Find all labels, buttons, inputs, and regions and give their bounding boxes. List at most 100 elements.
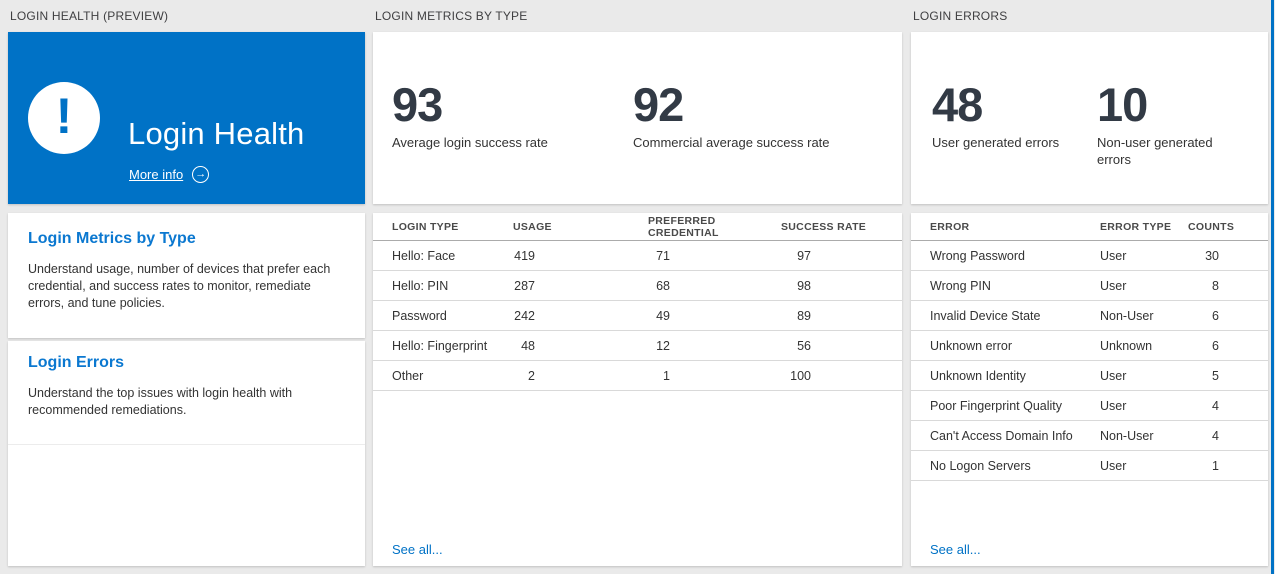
- login-health-section-header: LOGIN HEALTH (PREVIEW): [10, 8, 169, 23]
- cell-usage: 242: [514, 308, 535, 323]
- login-health-hero-tile[interactable]: ! Login Health More info →: [8, 32, 365, 204]
- cell-error: Poor Fingerprint Quality: [930, 398, 1063, 413]
- metric-label: Average login success rate: [392, 135, 548, 151]
- cell-usage: 287: [514, 278, 535, 293]
- cell-usage: 2: [528, 368, 535, 383]
- cell-preferred-credential: 71: [656, 248, 670, 263]
- cell-login-type: Hello: Fingerprint: [392, 338, 488, 353]
- section-title[interactable]: Login Errors: [28, 354, 125, 371]
- user-generated-errors-metric: 48 User generated errors: [932, 78, 1059, 151]
- login-errors-item[interactable]: Login Errors Understand the top issues w…: [8, 341, 365, 566]
- arrow-right-icon[interactable]: →: [192, 166, 210, 183]
- table-row: Hello: Face 419 71 97: [373, 241, 902, 271]
- cell-counts: 4: [1212, 428, 1219, 443]
- commercial-avg-success-metric: 92 Commercial average success rate: [633, 78, 830, 151]
- table-row: Wrong PIN User 8: [911, 271, 1268, 301]
- cell-preferred-credential: 12: [656, 338, 670, 353]
- cell-preferred-credential: 1: [663, 368, 670, 383]
- section-description: Understand the top issues with login hea…: [28, 386, 293, 417]
- next-blade-edge-accent: [1271, 0, 1274, 574]
- cell-counts: 6: [1212, 308, 1219, 323]
- metric-label: Commercial average success rate: [633, 135, 830, 151]
- table-header-row: LOGIN TYPE USAGE PREFERRED CREDENTIAL SU…: [373, 213, 902, 241]
- table-row: Password 242 49 89: [373, 301, 902, 331]
- cell-login-type: Other: [392, 368, 424, 383]
- section-description: Understand usage, number of devices that…: [28, 262, 331, 310]
- column-header-success-rate: SUCCESS RATE: [781, 220, 867, 233]
- table-header-row: ERROR ERROR TYPE COUNTS: [911, 213, 1268, 241]
- cell-error: Wrong PIN: [930, 278, 991, 293]
- cell-preferred-credential: 68: [656, 278, 670, 293]
- login-metrics-section-header: LOGIN METRICS BY TYPE: [375, 8, 528, 23]
- cell-login-type: Hello: Face: [392, 248, 456, 263]
- cell-counts: 6: [1212, 338, 1219, 353]
- metric-label: User generated errors: [932, 135, 1060, 151]
- cell-error-type: User: [1100, 398, 1127, 413]
- metric-label: Non-user generated errors: [1097, 135, 1213, 168]
- cell-success-rate: 100: [790, 368, 811, 383]
- login-metrics-by-type-item[interactable]: Login Metrics by Type Understand usage, …: [8, 213, 365, 338]
- section-title[interactable]: Login Metrics by Type: [28, 230, 196, 247]
- see-all-link[interactable]: See all...: [392, 542, 443, 557]
- cell-error: Wrong Password: [930, 248, 1025, 263]
- alert-exclamation-icon: !: [28, 82, 100, 154]
- login-metrics-table-card: LOGIN TYPE USAGE PREFERRED CREDENTIAL SU…: [373, 213, 902, 566]
- cell-error-type: Non-User: [1100, 428, 1154, 443]
- column-header-error: ERROR: [930, 220, 970, 233]
- login-metrics-summary-card: 93 Average login success rate 92 Commerc…: [373, 32, 902, 204]
- cell-login-type: Password: [392, 308, 447, 323]
- column-header-usage: USAGE: [513, 220, 552, 233]
- column-header-counts: COUNTS: [1188, 220, 1235, 233]
- metric-value: 92: [633, 78, 684, 131]
- table-row: No Logon Servers User 1: [911, 451, 1268, 481]
- metric-value: 48: [932, 78, 983, 131]
- cell-usage: 419: [514, 248, 535, 263]
- cell-error: Can't Access Domain Info: [930, 428, 1073, 443]
- cell-error: Unknown Identity: [930, 368, 1026, 383]
- cell-login-type: Hello: PIN: [392, 278, 449, 293]
- cell-error: No Logon Servers: [930, 458, 1031, 473]
- column-header-login-type: LOGIN TYPE: [392, 220, 459, 233]
- more-info-link[interactable]: More info →: [129, 166, 210, 183]
- see-all-link[interactable]: See all...: [930, 542, 981, 557]
- cell-error-type: User: [1100, 458, 1127, 473]
- cell-error-type: User: [1100, 248, 1127, 263]
- cell-counts: 4: [1212, 398, 1219, 413]
- table-row: Unknown Identity User 5: [911, 361, 1268, 391]
- cell-counts: 30: [1205, 248, 1219, 263]
- divider: [8, 444, 365, 445]
- cell-error-type: User: [1100, 368, 1127, 383]
- table-row: Hello: Fingerprint 48 12 56: [373, 331, 902, 361]
- cell-error: Invalid Device State: [930, 308, 1041, 323]
- non-user-generated-errors-metric: 10 Non-user generated errors: [1097, 78, 1229, 168]
- cell-success-rate: 56: [797, 338, 811, 353]
- login-health-column: LOGIN HEALTH (PREVIEW) ! Login Health Mo…: [8, 0, 365, 574]
- cell-counts: 8: [1212, 278, 1219, 293]
- metric-value: 10: [1097, 78, 1148, 131]
- cell-success-rate: 98: [797, 278, 811, 293]
- cell-usage: 48: [521, 338, 535, 353]
- cell-counts: 1: [1212, 458, 1219, 473]
- more-info-label[interactable]: More info: [129, 167, 184, 182]
- table-row: Can't Access Domain Info Non-User 4: [911, 421, 1268, 451]
- login-errors-summary-card: 48 User generated errors 10 Non-user gen…: [911, 32, 1268, 204]
- table-row: Wrong Password User 30: [911, 241, 1268, 271]
- login-errors-table-card: ERROR ERROR TYPE COUNTS Wrong Password U…: [911, 213, 1268, 566]
- column-header-preferred-credential: PREFERRED CREDENTIAL: [648, 214, 719, 239]
- table-row: Other 2 1 100: [373, 361, 902, 391]
- hero-title: Login Health: [128, 116, 305, 151]
- metric-value: 93: [392, 78, 443, 131]
- cell-success-rate: 97: [797, 248, 811, 263]
- cell-preferred-credential: 49: [656, 308, 670, 323]
- cell-counts: 5: [1212, 368, 1219, 383]
- avg-login-success-metric: 93 Average login success rate: [392, 78, 548, 151]
- cell-error: Unknown error: [930, 338, 1012, 353]
- cell-error-type: Non-User: [1100, 308, 1154, 323]
- table-row: Poor Fingerprint Quality User 4: [911, 391, 1268, 421]
- table-row: Hello: PIN 287 68 98: [373, 271, 902, 301]
- cell-error-type: User: [1100, 278, 1127, 293]
- login-errors-column: LOGIN ERRORS 48 User generated errors 10…: [911, 0, 1268, 574]
- cell-success-rate: 89: [797, 308, 811, 323]
- table-row: Invalid Device State Non-User 6: [911, 301, 1268, 331]
- table-row: Unknown error Unknown 6: [911, 331, 1268, 361]
